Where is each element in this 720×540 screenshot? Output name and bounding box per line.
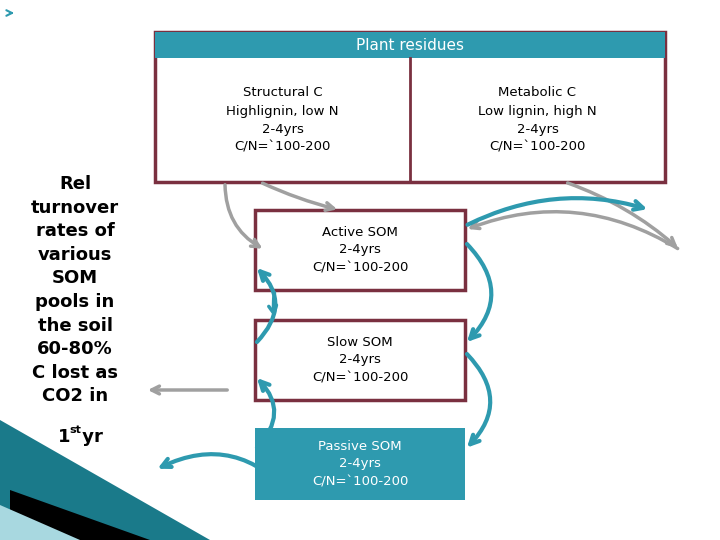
Text: Metabolic C
Low lignin, high N
2-4yrs
C/N=`100-200: Metabolic C Low lignin, high N 2-4yrs C/… — [478, 86, 597, 153]
Text: Passive SOM
2-4yrs
C/N=`100-200: Passive SOM 2-4yrs C/N=`100-200 — [312, 440, 408, 489]
FancyBboxPatch shape — [155, 32, 665, 58]
Text: Structural C
Highlignin, low N
2-4yrs
C/N=`100-200: Structural C Highlignin, low N 2-4yrs C/… — [226, 86, 338, 153]
Polygon shape — [10, 490, 150, 540]
Text: Active SOM
2-4yrs
C/N=`100-200: Active SOM 2-4yrs C/N=`100-200 — [312, 226, 408, 274]
Text: Rel
turnover
rates of
various
SOM
pools in
the soil
60-80%
C lost as
CO2 in: Rel turnover rates of various SOM pools … — [31, 175, 119, 406]
Text: 1: 1 — [58, 428, 71, 446]
Text: Slow SOM
2-4yrs
C/N=`100-200: Slow SOM 2-4yrs C/N=`100-200 — [312, 335, 408, 384]
Text: Plant residues: Plant residues — [356, 37, 464, 52]
Text: st: st — [69, 425, 81, 435]
FancyBboxPatch shape — [155, 32, 665, 182]
FancyBboxPatch shape — [255, 320, 465, 400]
FancyBboxPatch shape — [255, 210, 465, 290]
FancyBboxPatch shape — [255, 428, 465, 500]
Text: yr: yr — [76, 428, 103, 446]
Polygon shape — [0, 420, 210, 540]
Polygon shape — [0, 505, 80, 540]
